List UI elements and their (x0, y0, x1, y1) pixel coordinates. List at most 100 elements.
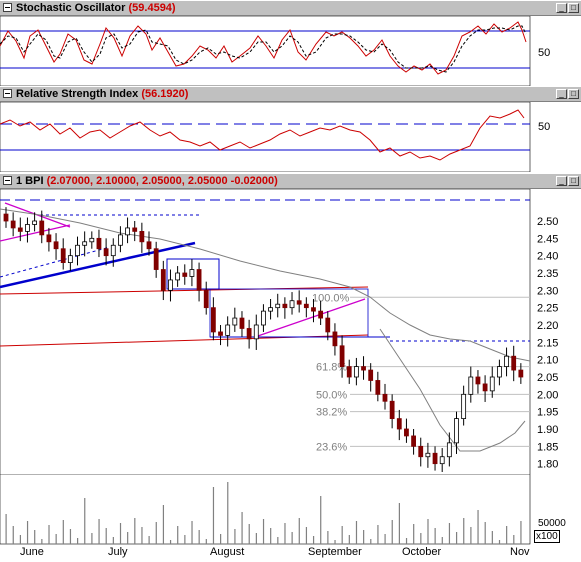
price-axis-label: 1.90 (537, 424, 558, 436)
volume-bar (241, 512, 243, 544)
volume-bar (334, 540, 336, 544)
candle (110, 244, 116, 257)
minimize-button[interactable]: _ (556, 89, 567, 99)
volume-bar (19, 535, 22, 544)
volume-bar (141, 527, 143, 544)
candle (353, 366, 359, 378)
volume-bar (377, 525, 379, 544)
candle (75, 244, 80, 257)
volume-bar (112, 537, 114, 544)
candle (361, 366, 366, 371)
volume-bar (155, 522, 157, 544)
candle (218, 331, 223, 336)
volume-bar (12, 526, 14, 544)
price-axis-label: 2.45 (537, 233, 558, 245)
volume-bar (277, 537, 279, 544)
price-axis-label: 1.85 (537, 441, 558, 453)
price-value: (2.07000, 2.10000, 2.05000, 2.05000 -0.0… (46, 175, 278, 187)
rsi-axis-label: 50 (538, 121, 550, 133)
volume-bar (355, 521, 358, 544)
rsi-titlebar[interactable]: Relative Strength Index (56.1920) _ □ (0, 86, 581, 102)
panel-menu-icon[interactable] (3, 176, 12, 185)
volume-bar (212, 487, 215, 544)
candle (289, 300, 295, 309)
volume-bar (69, 529, 72, 544)
candle (146, 241, 152, 250)
dotted-support-line (0, 246, 111, 278)
volume-bar (320, 496, 322, 544)
fib-label: 38.2% (316, 407, 347, 419)
price-axis-label: 2.40 (537, 251, 558, 263)
candle (303, 303, 309, 309)
volume-bar (55, 534, 57, 544)
volume-bar (498, 540, 501, 544)
volume-bar (341, 526, 343, 544)
candle (253, 324, 259, 340)
candle (511, 355, 517, 371)
rsi-title: Relative Strength Index (16, 88, 139, 100)
candle (411, 435, 416, 447)
volume-bar (84, 498, 86, 544)
price-axis-label: 1.95 (537, 407, 558, 419)
volume-bar (34, 530, 36, 544)
volume-bar (506, 526, 508, 544)
fib-label: 50.0% (316, 389, 347, 401)
stochastic-plot: 50 (0, 16, 550, 86)
candle (246, 328, 252, 340)
price-axis-label: 2.25 (537, 303, 558, 315)
candle (125, 227, 130, 236)
volume-bar (98, 519, 100, 544)
volume-bar (26, 521, 29, 544)
consolidation-box (166, 258, 220, 290)
candle (239, 317, 245, 329)
candle (454, 418, 459, 444)
minimize-button[interactable]: _ (556, 176, 567, 186)
volume-bar (205, 539, 207, 544)
candle (311, 307, 316, 312)
price-panel: 1 BPI (2.07000, 2.10000, 2.05000, 2.0500… (0, 173, 581, 487)
wedge-box (209, 288, 369, 338)
volume-bar (312, 536, 315, 544)
candle (404, 428, 409, 437)
candle (25, 224, 30, 232)
blue-trendline (0, 241, 196, 289)
candle (3, 213, 9, 222)
volume-bar (169, 540, 172, 544)
candle (425, 452, 431, 458)
volume-bar (427, 519, 429, 544)
magenta-channel-bottom (0, 224, 71, 242)
price-axis-label: 2.00 (537, 389, 558, 401)
price-titlebar[interactable]: 1 BPI (2.07000, 2.10000, 2.05000, 2.0500… (0, 173, 581, 189)
stochastic-title: Stochastic Oscillator (16, 2, 126, 14)
candle (153, 248, 159, 270)
maximize-button[interactable]: □ (568, 176, 579, 186)
rsi-line (0, 109, 525, 161)
candle (32, 220, 38, 225)
candle (175, 272, 181, 281)
red-trendline-upper (0, 286, 369, 295)
volume-bar (177, 526, 179, 544)
price-axis-label: 1.80 (537, 459, 558, 471)
panel-menu-icon[interactable] (3, 3, 12, 12)
candle (518, 369, 524, 378)
candle (53, 241, 59, 250)
volume-bar (248, 524, 250, 544)
candle (461, 393, 467, 419)
stochastic-value: (59.4594) (128, 2, 176, 14)
volume-bar (391, 520, 393, 544)
panel-menu-icon[interactable] (3, 89, 12, 98)
magenta-wedge-line (254, 298, 366, 338)
volume-bar (41, 539, 43, 544)
candle (261, 310, 266, 326)
stochastic-titlebar[interactable]: Stochastic Oscillator (59.4594) _ □ (0, 0, 581, 16)
volume-bar (298, 518, 300, 544)
volume-bar (62, 520, 64, 544)
minimize-button[interactable]: _ (556, 3, 567, 13)
price-axis-label: 2.50 (537, 216, 558, 228)
volume-bar (477, 510, 479, 544)
volume-bar (434, 528, 436, 544)
maximize-button[interactable]: □ (568, 89, 579, 99)
volume-bar (184, 535, 186, 544)
month-label: September (308, 546, 362, 558)
maximize-button[interactable]: □ (568, 3, 579, 13)
